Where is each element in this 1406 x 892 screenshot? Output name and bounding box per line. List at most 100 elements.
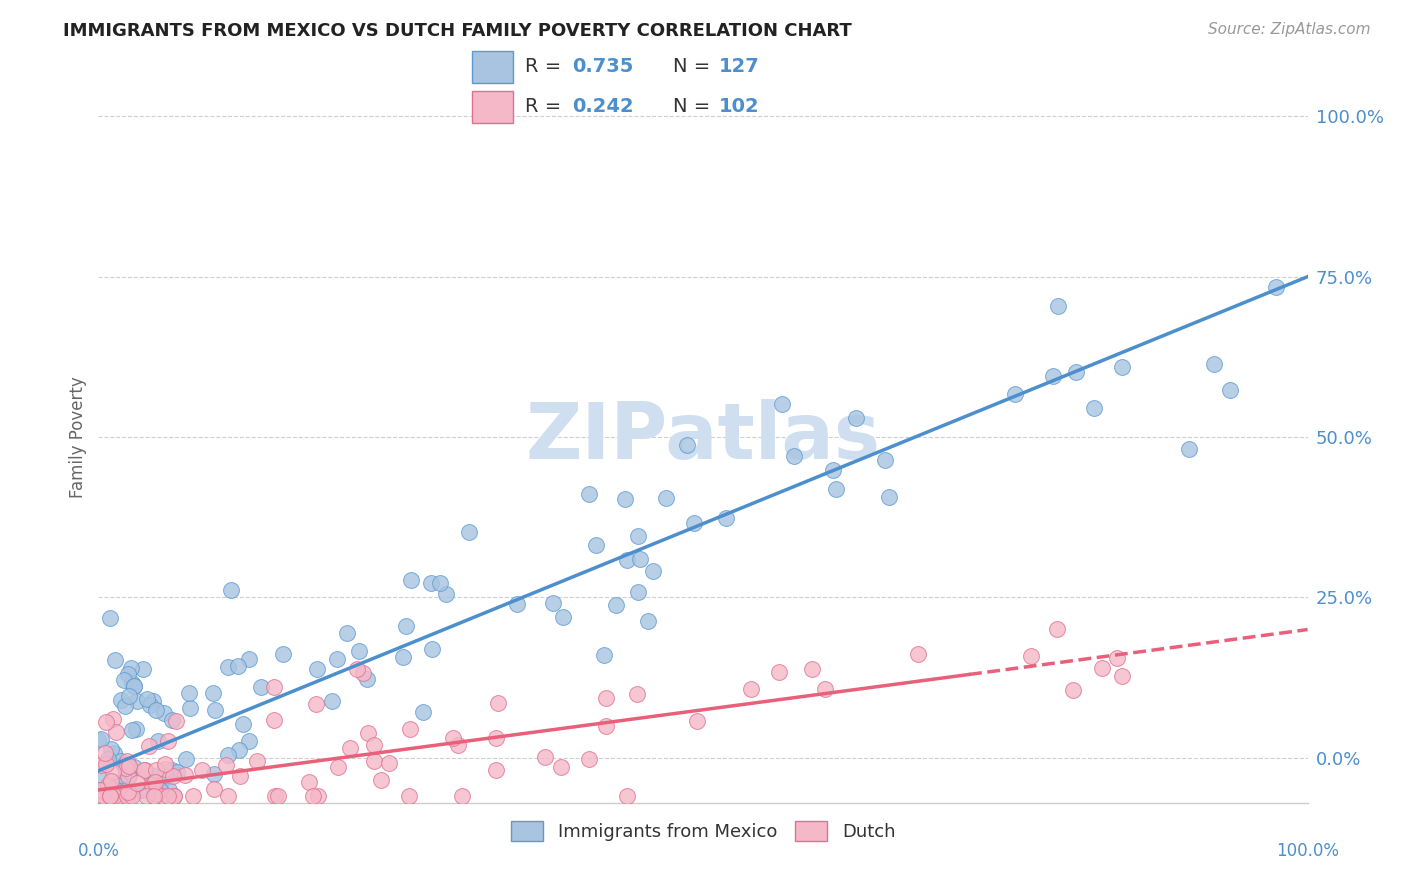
- Point: [307, 789, 329, 804]
- Text: IMMIGRANTS FROM MEXICO VS DUTCH FAMILY POVERTY CORRELATION CHART: IMMIGRANTS FROM MEXICO VS DUTCH FAMILY P…: [63, 22, 852, 40]
- Point: [228, 743, 250, 757]
- Point: [117, 785, 139, 799]
- Point: [412, 705, 434, 719]
- Point: [90, 772, 112, 787]
- Point: [138, 739, 160, 753]
- Point: [613, 491, 636, 506]
- Point: [91, 789, 114, 804]
- Point: [110, 755, 132, 769]
- Point: [204, 703, 226, 717]
- Point: [1107, 650, 1129, 665]
- Point: [153, 762, 176, 776]
- Point: [118, 689, 141, 703]
- Point: [149, 783, 172, 797]
- Point: [363, 738, 385, 752]
- Point: [166, 764, 188, 779]
- Point: [263, 789, 285, 804]
- Point: [238, 734, 260, 748]
- Point: [162, 769, 184, 783]
- Point: [824, 482, 846, 496]
- Point: [740, 681, 762, 696]
- Point: [110, 776, 132, 790]
- Point: [143, 783, 166, 797]
- Text: Source: ZipAtlas.com: Source: ZipAtlas.com: [1208, 22, 1371, 37]
- Point: [148, 734, 170, 748]
- Text: 0.0%: 0.0%: [77, 842, 120, 860]
- Point: [219, 583, 242, 598]
- Point: [605, 598, 627, 612]
- Point: [1264, 279, 1286, 293]
- Point: [93, 789, 115, 804]
- Point: [420, 642, 443, 657]
- Point: [616, 789, 638, 804]
- Point: [107, 789, 129, 804]
- Point: [578, 752, 600, 766]
- Point: [541, 596, 564, 610]
- Point: [1047, 299, 1070, 313]
- Point: [94, 746, 117, 760]
- Point: [120, 661, 142, 675]
- FancyBboxPatch shape: [471, 52, 513, 83]
- Point: [117, 667, 139, 681]
- Point: [98, 611, 121, 625]
- Point: [121, 789, 143, 804]
- Point: [90, 758, 112, 772]
- Point: [110, 783, 132, 797]
- Point: [429, 575, 451, 590]
- Point: [266, 789, 288, 804]
- Point: [98, 789, 121, 804]
- Point: [131, 783, 153, 797]
- Point: [112, 673, 135, 687]
- Point: [141, 783, 163, 797]
- Point: [100, 774, 122, 789]
- Point: [135, 789, 157, 804]
- Point: [1178, 442, 1201, 456]
- Point: [160, 763, 183, 777]
- Point: [616, 553, 638, 567]
- Point: [150, 789, 173, 804]
- Point: [336, 625, 359, 640]
- FancyBboxPatch shape: [471, 91, 513, 122]
- Point: [163, 789, 186, 804]
- Point: [94, 757, 117, 772]
- Point: [875, 452, 897, 467]
- Point: [1004, 387, 1026, 401]
- Point: [163, 789, 186, 804]
- Point: [800, 662, 823, 676]
- Point: [139, 698, 162, 712]
- Point: [352, 666, 374, 681]
- Point: [153, 756, 176, 771]
- Point: [94, 714, 117, 729]
- Point: [675, 438, 697, 452]
- Point: [94, 783, 117, 797]
- Point: [593, 648, 616, 662]
- Point: [145, 787, 167, 801]
- Point: [157, 789, 180, 804]
- Point: [141, 767, 163, 781]
- Point: [346, 662, 368, 676]
- Point: [118, 789, 141, 804]
- Text: R =: R =: [524, 97, 567, 116]
- Point: [121, 723, 143, 738]
- Point: [112, 758, 135, 772]
- Point: [165, 714, 187, 728]
- Point: [117, 764, 139, 778]
- Point: [122, 760, 145, 774]
- Point: [249, 681, 271, 695]
- Point: [399, 723, 422, 737]
- Point: [578, 487, 600, 501]
- Legend: Immigrants from Mexico, Dutch: Immigrants from Mexico, Dutch: [503, 814, 903, 848]
- Point: [110, 692, 132, 706]
- Point: [238, 652, 260, 666]
- Point: [157, 733, 180, 747]
- Point: [302, 789, 325, 804]
- Point: [125, 723, 148, 737]
- Point: [226, 658, 249, 673]
- Text: 100.0%: 100.0%: [1277, 842, 1339, 860]
- Point: [877, 490, 900, 504]
- Y-axis label: Family Poverty: Family Poverty: [69, 376, 87, 498]
- Point: [1111, 669, 1133, 683]
- Point: [155, 770, 177, 784]
- Point: [103, 712, 125, 726]
- Point: [114, 699, 136, 714]
